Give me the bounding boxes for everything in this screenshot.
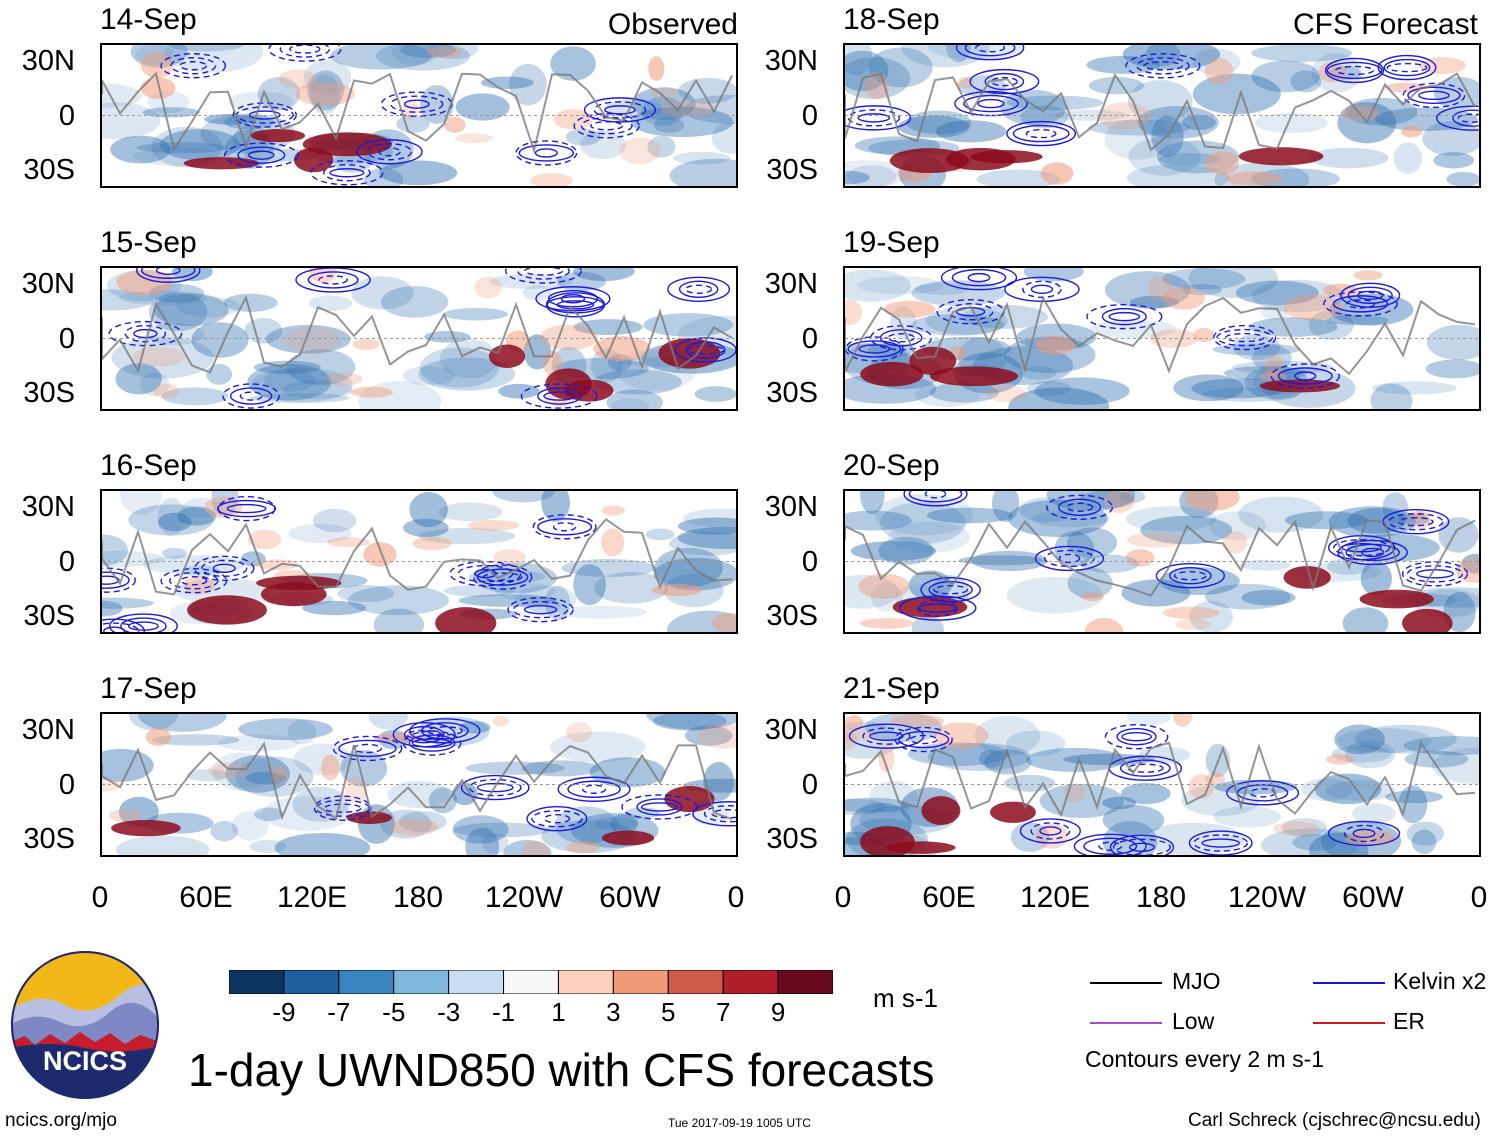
- colorbar-tick-label: -7: [327, 997, 351, 1027]
- map-panel-15-sep: [100, 266, 738, 411]
- lat-label: 30N: [764, 491, 818, 523]
- colorbar-swatch: [667, 969, 724, 995]
- legend-er-label: ER: [1393, 1008, 1425, 1034]
- lon-label: 180: [1135, 881, 1187, 914]
- lon-label: 120W: [1227, 881, 1307, 914]
- panel-date-16-sep: 16-Sep: [100, 449, 197, 482]
- colorbar-tick-label: 5: [661, 997, 676, 1027]
- panel-date-15-sep: 15-Sep: [100, 226, 197, 259]
- legend-kelvin-label: Kelvin x2: [1393, 968, 1487, 994]
- panel-date-21-sep: 21-Sep: [843, 672, 940, 705]
- colorbar-swatch: [393, 969, 450, 995]
- legend-contours-note: Contours every 2 m s-1: [1085, 1046, 1325, 1072]
- colorbar-swatch: [722, 969, 779, 995]
- lat-label: 0: [58, 769, 75, 801]
- panel-date-18-sep: 18-Sep: [843, 3, 940, 36]
- lat-label: 30N: [764, 268, 818, 300]
- observed-header: Observed: [607, 8, 738, 41]
- colorbar-tick-label: 3: [606, 997, 621, 1027]
- lat-label: 30N: [21, 268, 75, 300]
- lat-label: 0: [58, 546, 75, 578]
- legend-low-line: [1090, 1022, 1162, 1024]
- panel-date-17-sep: 17-Sep: [100, 672, 197, 705]
- ncics-logo: NCICS: [10, 950, 160, 1100]
- colorbar-swatch: [228, 969, 285, 995]
- logo-text: NCICS: [43, 1046, 127, 1076]
- lat-label: 30S: [23, 377, 75, 409]
- footer-author: Carl Schreck (cjschrec@ncsu.edu): [1188, 1110, 1481, 1131]
- lat-label: 30S: [766, 823, 818, 855]
- colorbar-tick-label: 9: [770, 997, 786, 1027]
- colorbar-swatch: [448, 969, 505, 995]
- lat-label: 0: [801, 769, 818, 801]
- colorbar-swatch: [283, 969, 340, 995]
- colorbar: [228, 969, 834, 995]
- map-panel-18-sep: [843, 43, 1481, 188]
- legend-mjo-label: MJO: [1172, 968, 1221, 994]
- colorbar-swatch: [503, 969, 559, 995]
- map-panel-17-sep: [100, 712, 738, 857]
- map-panel-21-sep: [843, 712, 1481, 857]
- lat-label: 30S: [23, 823, 75, 855]
- colorbar-swatch: [612, 969, 669, 995]
- colorbar-tick-label: -3: [437, 997, 461, 1027]
- colorbar-swatch: [777, 969, 834, 995]
- map-panel-19-sep: [843, 266, 1481, 411]
- legend-mjo-line: [1090, 982, 1162, 984]
- forecast-header: CFS Forecast: [1292, 8, 1478, 41]
- figure-title: 1-day UWND850 with CFS forecasts: [188, 1044, 935, 1096]
- lat-label: 30S: [23, 600, 75, 632]
- lon-label: 120W: [484, 881, 564, 914]
- legend-low-label: Low: [1172, 1008, 1215, 1034]
- colorbar-tick-label: 7: [715, 997, 731, 1027]
- legend-kelvin-line: [1313, 982, 1385, 984]
- lat-label: 0: [58, 323, 75, 355]
- lat-label: 0: [58, 100, 75, 132]
- colorbar-tick-label: -5: [382, 997, 406, 1027]
- footer-url: ncics.org/mjo: [5, 1110, 117, 1131]
- lon-label: 60W: [1342, 881, 1404, 914]
- lon-label: 60E: [179, 881, 233, 914]
- lon-label: 180: [392, 881, 444, 914]
- lon-label: 0: [1470, 881, 1488, 914]
- lon-label: 60E: [922, 881, 976, 914]
- lon-label: 0: [727, 881, 745, 914]
- panel-date-14-sep: 14-Sep: [100, 3, 197, 36]
- lat-label: 0: [801, 323, 818, 355]
- colorbar-tick-label: 1: [551, 997, 566, 1027]
- lat-label: 30N: [21, 45, 75, 77]
- legend-er-line: [1313, 1022, 1385, 1024]
- lon-label: 120E: [1019, 881, 1091, 914]
- colorbar-units: m s-1: [873, 983, 938, 1013]
- lat-label: 30S: [766, 377, 818, 409]
- map-panel-16-sep: [100, 489, 738, 634]
- panel-date-19-sep: 19-Sep: [843, 226, 940, 259]
- lat-label: 30N: [764, 714, 818, 746]
- lon-label: 0: [91, 881, 109, 914]
- lat-label: 30S: [23, 154, 75, 186]
- lat-label: 30N: [764, 45, 818, 77]
- map-panel-20-sep: [843, 489, 1481, 634]
- lat-label: 30N: [21, 714, 75, 746]
- lon-label: 120E: [276, 881, 348, 914]
- lat-label: 0: [801, 100, 818, 132]
- colorbar-tick-label: -1: [491, 997, 516, 1027]
- lat-label: 30S: [766, 154, 818, 186]
- panel-date-20-sep: 20-Sep: [843, 449, 940, 482]
- colorbar-tick-label: -9: [272, 997, 296, 1027]
- lat-label: 0: [801, 546, 818, 578]
- lon-label: 0: [834, 881, 852, 914]
- lon-label: 60W: [599, 881, 661, 914]
- footer-timestamp: Tue 2017-09-19 1005 UTC: [668, 1116, 811, 1130]
- lat-label: 30S: [766, 600, 818, 632]
- colorbar-swatch: [557, 969, 614, 995]
- lat-label: 30N: [21, 491, 75, 523]
- colorbar-swatch: [338, 969, 395, 995]
- map-panel-14-sep: [100, 43, 738, 188]
